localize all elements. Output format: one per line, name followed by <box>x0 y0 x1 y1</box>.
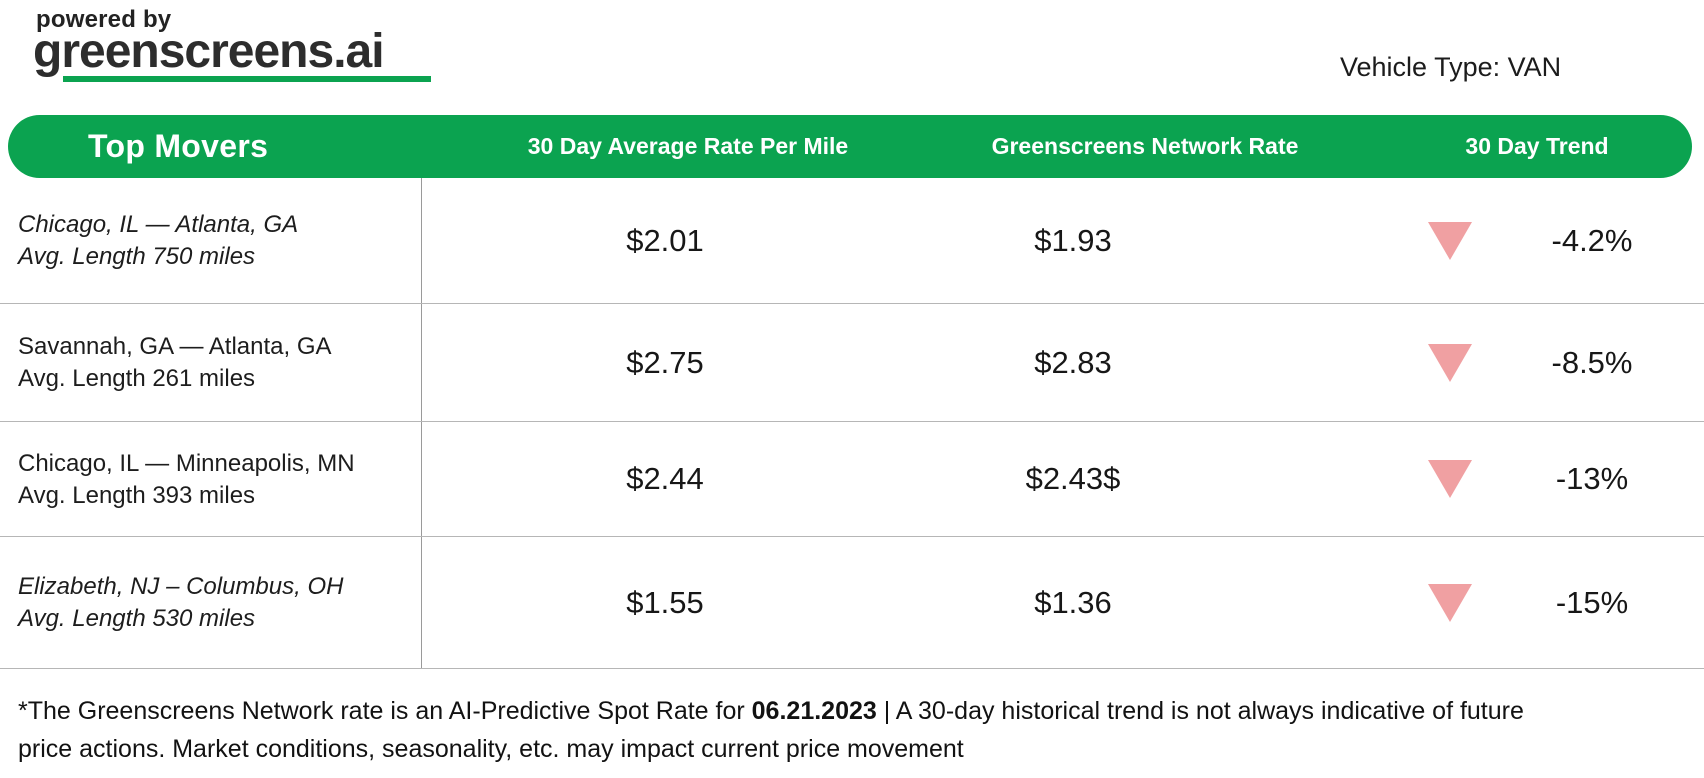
trend-down-triangle-icon <box>1428 221 1472 260</box>
network-rate-value: $2.43$ <box>1025 461 1121 496</box>
network-rate-value: $1.93 <box>1034 222 1112 258</box>
trend-down-triangle-icon <box>1428 460 1472 498</box>
avg-length-text: Avg. Length 750 miles <box>18 243 256 270</box>
avg-length-text: Avg. Length 530 miles <box>18 605 256 632</box>
table-body: Chicago, IL — Atlanta, GA Avg. Length 75… <box>0 178 1704 669</box>
header-top-movers: Top Movers <box>88 128 269 164</box>
brand-name-text: greenscreens.ai <box>33 25 385 78</box>
footnote: *The Greenscreens Network rate is an AI-… <box>18 692 1578 768</box>
trend-percent-value: -13% <box>1555 461 1629 496</box>
table-row: Savannah, GA — Atlanta, GA Avg. Length 2… <box>0 304 1704 422</box>
table-row: Chicago, IL — Minneapolis, MN Avg. Lengt… <box>0 422 1704 537</box>
table-row: Chicago, IL — Atlanta, GA Avg. Length 75… <box>0 178 1704 304</box>
lane-cell: Elizabeth, NJ – Columbus, OH Avg. Length… <box>0 537 422 668</box>
lane-cell: Chicago, IL — Minneapolis, MN Avg. Lengt… <box>0 422 422 536</box>
lane-cell: Savannah, GA — Atlanta, GA Avg. Length 2… <box>0 304 422 421</box>
avg-length-text: Avg. Length 261 miles <box>18 365 256 392</box>
trend-percent-value: -15% <box>1555 584 1629 620</box>
table-row: Elizabeth, NJ – Columbus, OH Avg. Length… <box>0 537 1704 669</box>
avg-rate-value: $2.75 <box>626 344 704 380</box>
footnote-text-prefix: *The Greenscreens Network rate is an AI-… <box>18 697 752 725</box>
network-rate-value: $1.36 <box>1034 584 1112 620</box>
trend-percent-value: -8.5% <box>1551 344 1633 380</box>
footnote-date: 06.21.2023 <box>751 697 877 725</box>
avg-length-text: Avg. Length 393 miles <box>18 481 256 509</box>
trend-down-triangle-icon <box>1428 343 1472 382</box>
avg-rate-value: $2.01 <box>626 222 704 258</box>
powered-by-text: powered by <box>36 6 172 33</box>
trend-down-triangle-icon <box>1428 583 1472 622</box>
lane-text: Chicago, IL — Minneapolis, MN <box>18 449 355 477</box>
brand-underline <box>63 76 431 82</box>
lane-text: Elizabeth, NJ – Columbus, OH <box>18 573 344 600</box>
header-network-rate: Greenscreens Network Rate <box>991 133 1299 159</box>
footnote-text-suffix: | A 30-day historical trend is not alway… <box>18 697 1524 763</box>
header-30day-avg-rate: 30 Day Average Rate Per Mile <box>527 133 849 159</box>
lane-text: Chicago, IL — Atlanta, GA <box>18 211 299 238</box>
avg-rate-value: $1.55 <box>626 584 704 620</box>
trend-percent-value: -4.2% <box>1551 222 1633 258</box>
table-header-bar: Top Movers 30 Day Average Rate Per Mile … <box>8 115 1692 178</box>
lane-text: Savannah, GA — Atlanta, GA <box>18 333 332 360</box>
header-30day-trend: 30 Day Trend <box>1465 133 1609 159</box>
lane-cell: Chicago, IL — Atlanta, GA Avg. Length 75… <box>0 178 422 303</box>
avg-rate-value: $2.44 <box>626 461 704 496</box>
network-rate-value: $2.83 <box>1034 344 1112 380</box>
vehicle-type-label: Vehicle Type: VAN <box>1340 52 1562 82</box>
